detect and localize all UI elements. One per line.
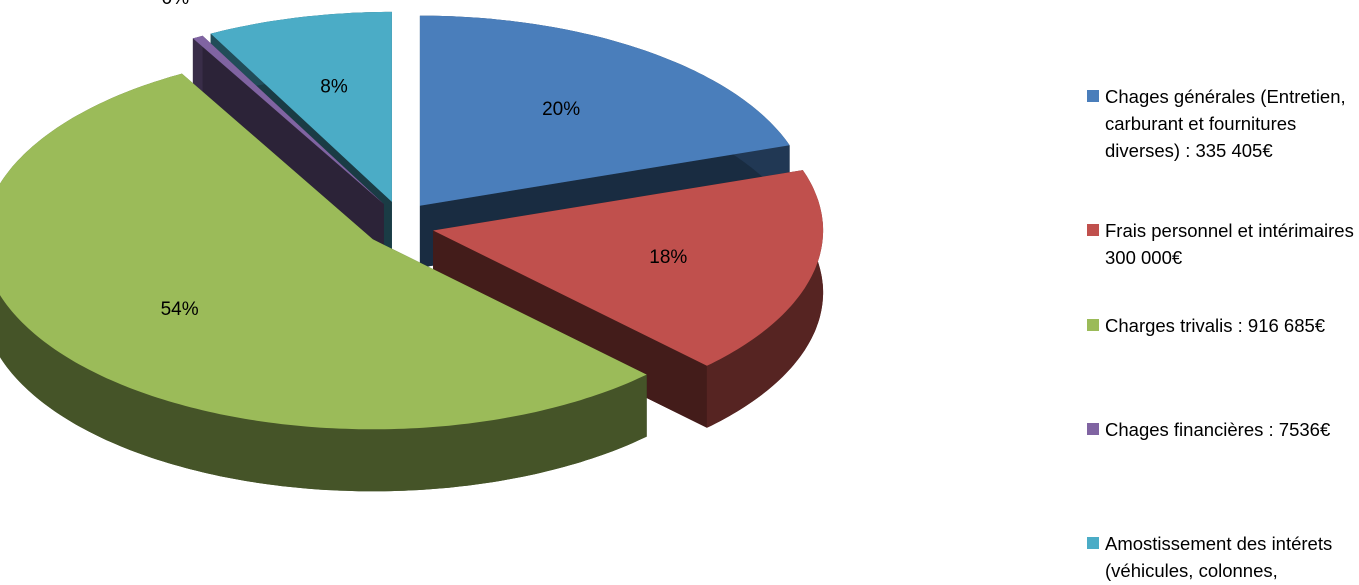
legend-item: Chages générales (Entretien, carburant e… — [1085, 83, 1359, 164]
legend-item: Amostissement des intérets (véhicules, c… — [1085, 530, 1359, 585]
slice-top — [433, 170, 824, 366]
legend-swatch — [1087, 537, 1099, 549]
slice-top — [419, 15, 790, 206]
legend-label: Chages financières : 7536€ — [1105, 419, 1331, 440]
pie-area: 20% 18% 54% 0% 8% — [0, 0, 824, 492]
legend-label: Charges trivalis : 916 685€ — [1105, 315, 1326, 336]
slice-side — [192, 35, 203, 101]
legend-swatch — [1087, 319, 1099, 331]
slice-wall — [202, 35, 384, 267]
data-label: 8% — [320, 77, 348, 98]
legend-swatch — [1087, 90, 1099, 102]
slice-top — [210, 11, 392, 202]
data-label: 54% — [161, 299, 199, 320]
legend-label: Frais personnel et intérimaires : 300 00… — [1105, 220, 1359, 268]
data-label: 20% — [542, 99, 580, 120]
slice-top — [0, 73, 647, 430]
slice-top — [192, 35, 384, 205]
legend-item: Charges trivalis : 916 685€ — [1085, 312, 1359, 339]
legend-swatch — [1087, 224, 1099, 236]
slice-side — [0, 73, 647, 492]
slice — [0, 73, 647, 492]
legend-label: Amostissement des intérets (véhicules, c… — [1105, 533, 1333, 581]
data-label: 18% — [649, 247, 687, 268]
legend-item: Chages financières : 7536€ — [1085, 416, 1359, 443]
slice-side — [706, 170, 824, 428]
legend-label: Chages générales (Entretien, carburant e… — [1105, 86, 1346, 161]
legend-item: Frais personnel et intérimaires : 300 00… — [1085, 217, 1359, 271]
legend-swatch — [1087, 423, 1099, 435]
data-label: 0% — [162, 0, 190, 9]
